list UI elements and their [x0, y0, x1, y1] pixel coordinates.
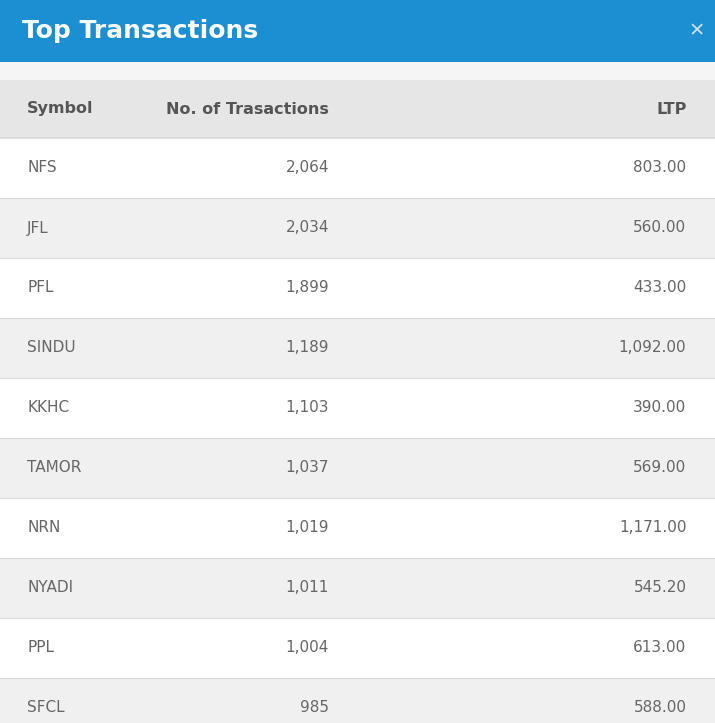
Text: 985: 985	[300, 701, 329, 716]
Text: 545.20: 545.20	[633, 581, 686, 596]
Text: JFL: JFL	[27, 221, 49, 236]
Bar	[0, 558, 715, 618]
Text: SFCL: SFCL	[27, 701, 65, 716]
Text: NFS: NFS	[27, 161, 56, 176]
Text: 433.00: 433.00	[633, 281, 686, 296]
Text: 1,092.00: 1,092.00	[618, 341, 686, 356]
Text: 2,064: 2,064	[285, 161, 329, 176]
Bar	[0, 138, 715, 198]
Bar	[0, 0, 715, 62]
Text: 390.00: 390.00	[633, 401, 686, 416]
Text: 560.00: 560.00	[633, 221, 686, 236]
Text: 1,189: 1,189	[285, 341, 329, 356]
Bar	[0, 678, 715, 723]
Text: 1,171.00: 1,171.00	[619, 521, 686, 536]
Text: NYADI: NYADI	[27, 581, 74, 596]
Text: 1,004: 1,004	[285, 641, 329, 656]
Text: 1,899: 1,899	[285, 281, 329, 296]
Text: 613.00: 613.00	[633, 641, 686, 656]
Text: 2,034: 2,034	[285, 221, 329, 236]
Text: NRN: NRN	[27, 521, 61, 536]
Text: LTP: LTP	[656, 101, 686, 116]
Bar	[0, 438, 715, 498]
Text: Symbol: Symbol	[27, 101, 94, 116]
Text: 588.00: 588.00	[633, 701, 686, 716]
Bar	[0, 378, 715, 438]
Text: No. of Trasactions: No. of Trasactions	[166, 101, 329, 116]
Text: TAMOR: TAMOR	[27, 461, 82, 476]
Text: KKHC: KKHC	[27, 401, 69, 416]
Bar	[0, 80, 715, 138]
Text: PPL: PPL	[27, 641, 54, 656]
Bar	[0, 318, 715, 378]
Text: 1,103: 1,103	[285, 401, 329, 416]
Bar	[0, 618, 715, 678]
Bar	[0, 258, 715, 318]
Text: PFL: PFL	[27, 281, 54, 296]
Text: SINDU: SINDU	[27, 341, 76, 356]
Bar	[0, 198, 715, 258]
Text: 569.00: 569.00	[633, 461, 686, 476]
Text: Top Transactions: Top Transactions	[22, 19, 258, 43]
Bar	[0, 498, 715, 558]
Text: 1,011: 1,011	[285, 581, 329, 596]
Text: ✕: ✕	[689, 22, 705, 40]
Text: 1,037: 1,037	[285, 461, 329, 476]
Text: 1,019: 1,019	[285, 521, 329, 536]
Text: 803.00: 803.00	[633, 161, 686, 176]
